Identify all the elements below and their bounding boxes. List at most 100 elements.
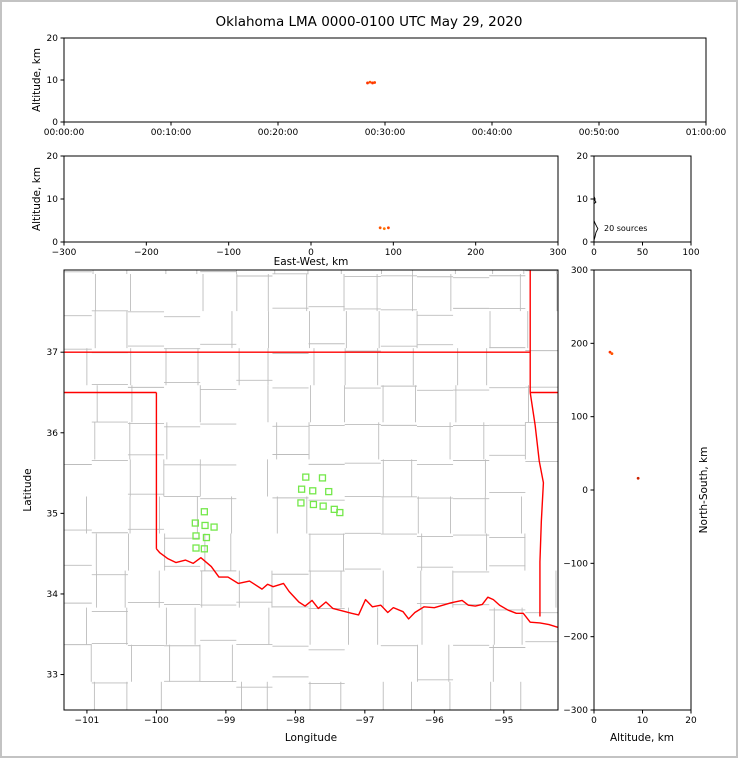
- axes-frame: [63, 269, 559, 711]
- y-tick-label: 35: [47, 509, 58, 519]
- x-tick-label: 00:40:00: [472, 128, 513, 138]
- lma-station-marker: [200, 545, 208, 553]
- lma-station-marker: [336, 508, 344, 517]
- y-tick-label: 10: [47, 195, 59, 205]
- lma-stations: [191, 473, 344, 553]
- y-tick-label: 37: [47, 348, 58, 358]
- x-tick-label: 10: [637, 716, 649, 726]
- x-tick-label: −98: [286, 716, 305, 726]
- ns-height-xlabel: Altitude, km: [610, 732, 674, 744]
- x-tick-label: −99: [216, 716, 235, 726]
- state-border-line: [529, 392, 545, 617]
- ns-height-ylabel: North-South, km: [698, 447, 710, 534]
- lma-station-marker: [319, 502, 327, 510]
- ew-height-ylabel: Altitude, km: [31, 167, 43, 231]
- x-tick-label: 200: [467, 248, 484, 258]
- x-tick-label: 00:50:00: [579, 128, 620, 138]
- x-tick-label: 00:30:00: [365, 128, 406, 138]
- lma-source-point: [636, 476, 640, 480]
- x-tick-label: 0: [591, 716, 597, 726]
- lma-source-point: [382, 227, 386, 231]
- lma-station-marker: [200, 508, 208, 516]
- axes-frame: [593, 155, 692, 243]
- panel-plan-view: −101 −100 −99 −98 −97 −96 −95 33 34 35 36 37: [47, 269, 559, 726]
- y-tick-label: 33: [47, 671, 58, 681]
- y-tick-label: 10: [47, 76, 59, 86]
- y-tick-label: −200: [563, 633, 588, 643]
- x-tick-label: 00:10:00: [151, 128, 192, 138]
- lma-source-point: [366, 81, 369, 85]
- x-tick-label: 01:00:00: [686, 128, 727, 138]
- y-tick-label: 100: [571, 413, 588, 423]
- x-tick-label: −100: [216, 248, 241, 258]
- lma-station-marker: [297, 499, 305, 507]
- lma-station-marker: [192, 532, 200, 540]
- panel-time-height: 00:00:00 00:10:00 00:20:00 00:30:00 00:40:00…: [44, 34, 727, 138]
- panel-ns-height: 0 10 20 −300 −200 −100 0 100 200 300: [563, 266, 697, 726]
- state-borders: [64, 270, 558, 629]
- ew-height-xlabel: East-West, km: [274, 256, 349, 268]
- x-tick-label: 0: [591, 248, 597, 258]
- y-tick-label: 0: [582, 238, 588, 248]
- y-tick-label: −100: [563, 559, 588, 569]
- lma-station-marker: [302, 473, 310, 481]
- lma-station-marker: [325, 487, 333, 496]
- lma-station-marker: [210, 523, 218, 531]
- x-tick-label: 50: [637, 248, 649, 258]
- y-tick-label: −300: [563, 706, 588, 716]
- y-tick-label: 0: [582, 486, 588, 496]
- y-tick-label: 20: [577, 152, 589, 162]
- y-tick-label: 20: [47, 34, 59, 44]
- x-tick-label: 300: [549, 248, 566, 258]
- x-tick-label: 0: [308, 248, 314, 258]
- lma-source-point: [378, 226, 382, 230]
- y-tick-label: 200: [571, 339, 588, 349]
- y-tick-label: 36: [47, 429, 59, 439]
- y-tick-label: 0: [52, 238, 58, 248]
- lma-source-point: [386, 226, 390, 230]
- lma-station-marker: [309, 487, 317, 495]
- x-tick-label: 00:20:00: [258, 128, 299, 138]
- x-tick-label: 100: [385, 248, 402, 258]
- altitude-histogram-line: [593, 156, 599, 242]
- lma-station-marker: [297, 485, 306, 493]
- y-tick-label: 10: [577, 195, 589, 205]
- plan-view-xlabel: Longitude: [285, 732, 337, 744]
- time-height-ylabel: Altitude, km: [31, 48, 43, 112]
- map-layers: [64, 270, 558, 710]
- lma-station-marker: [191, 519, 199, 527]
- axes-frame: [63, 37, 707, 123]
- y-tick-label: 34: [47, 590, 59, 600]
- x-tick-label: −200: [134, 248, 159, 258]
- x-tick-label: 00:00:00: [44, 128, 85, 138]
- x-tick-label: −101: [75, 716, 100, 726]
- state-border-line: [155, 548, 558, 629]
- x-tick-label: −300: [52, 248, 77, 258]
- axes-frame: [63, 155, 559, 243]
- x-tick-label: −100: [144, 716, 169, 726]
- lma-station-marker: [309, 500, 318, 509]
- county-lines: [64, 270, 558, 710]
- lma-station-marker: [202, 533, 211, 542]
- x-tick-label: −96: [425, 716, 444, 726]
- y-tick-label: 20: [47, 152, 59, 162]
- y-tick-label: 0: [52, 118, 58, 128]
- axes-frame: [593, 269, 692, 711]
- x-tick-label: −97: [355, 716, 374, 726]
- lma-source-point: [610, 352, 614, 355]
- lma-station-marker: [192, 544, 200, 552]
- x-tick-label: 100: [682, 248, 699, 258]
- y-tick-label: 300: [571, 266, 588, 276]
- lma-source-point: [371, 81, 374, 85]
- lma-source-point: [608, 350, 612, 354]
- panel-ew-height: −300 −200 −100 0 100 200 300 0 10 20: [47, 152, 567, 258]
- lma-source-point: [373, 81, 377, 84]
- sources-count-annotation: 20 sources: [604, 224, 647, 233]
- lma-station-marker: [201, 521, 209, 530]
- x-tick-label: 20: [685, 716, 697, 726]
- plot-title: Oklahoma LMA 0000-0100 UTC May 29, 2020: [216, 14, 523, 30]
- x-tick-label: −95: [494, 716, 513, 726]
- plan-view-ylabel: Latitude: [22, 468, 34, 511]
